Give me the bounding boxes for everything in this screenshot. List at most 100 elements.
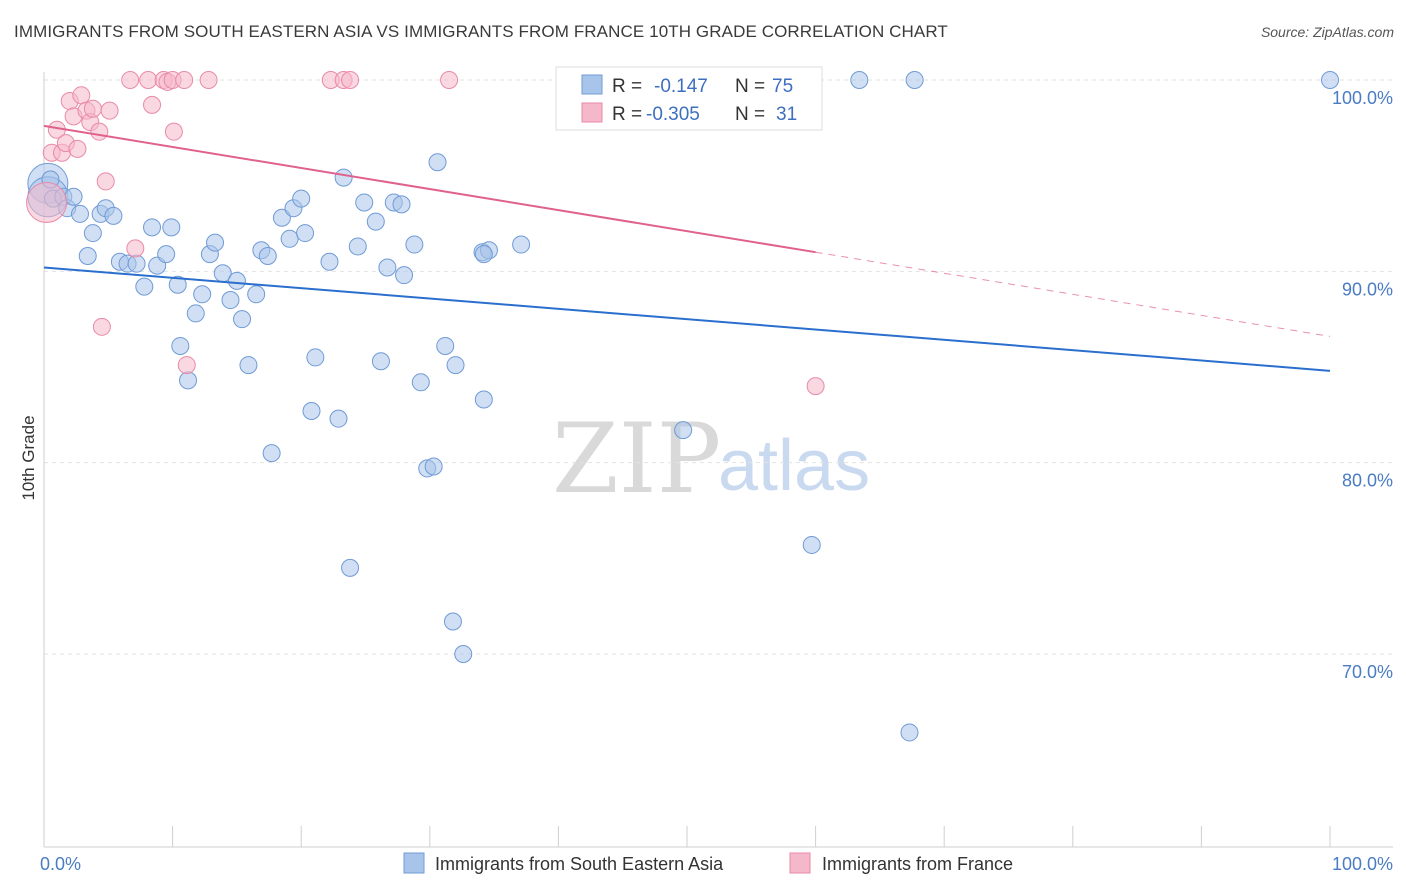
point-france-17 xyxy=(139,71,158,89)
point-asia-58 xyxy=(428,153,447,172)
point-france-30 xyxy=(806,377,825,396)
stats-n-label-pink: N = xyxy=(735,104,765,125)
point-asia-20 xyxy=(171,336,190,355)
stats-n-value-pink: 31 xyxy=(776,104,797,125)
point-asia-73 xyxy=(1321,71,1339,89)
legend-label-blue: Immigrants from South Eastern Asia xyxy=(435,854,724,874)
legend-label-pink: Immigrants from France xyxy=(822,854,1013,874)
source-credit: Source: ZipAtlas.com xyxy=(1260,24,1394,40)
point-asia-49 xyxy=(371,352,390,371)
point-france-24 xyxy=(177,356,196,375)
point-france-23 xyxy=(175,71,194,89)
y-tick-label-3: 70.0% xyxy=(1342,662,1393,682)
point-asia-48 xyxy=(366,212,385,231)
point-asia-52 xyxy=(392,195,411,214)
point-asia-25 xyxy=(206,233,225,252)
point-asia-31 xyxy=(247,285,266,304)
point-asia-38 xyxy=(292,189,311,208)
y-tick-label-0: 100.0% xyxy=(1332,88,1393,108)
point-asia-40 xyxy=(302,402,321,421)
stats-r-value-pink: -0.305 xyxy=(646,104,700,125)
point-asia-33 xyxy=(258,247,277,266)
y-tick-label-2: 80.0% xyxy=(1342,471,1393,491)
y-tick-label-1: 90.0% xyxy=(1342,279,1393,299)
stats-box: R = -0.147 N = 75 R = -0.305 N = 31 xyxy=(555,66,823,131)
watermark: ZIP atlas xyxy=(552,403,870,515)
stats-swatch-blue xyxy=(581,74,603,95)
legend-swatch-blue xyxy=(403,852,425,874)
point-asia-6 xyxy=(78,247,97,266)
point-asia-19 xyxy=(168,275,187,294)
legend: Immigrants from South Eastern Asia Immig… xyxy=(403,852,1013,874)
point-france-22 xyxy=(164,122,183,141)
point-france-14 xyxy=(100,101,119,120)
point-asia-69 xyxy=(802,535,821,554)
point-asia-29 xyxy=(233,310,252,329)
point-asia-47 xyxy=(355,193,374,212)
point-asia-62 xyxy=(454,645,473,663)
stats-r-label-blue: R = xyxy=(612,76,642,97)
point-asia-5 xyxy=(71,204,90,223)
point-asia-57 xyxy=(424,457,443,476)
point-asia-59 xyxy=(436,336,455,355)
point-asia-39 xyxy=(296,224,315,243)
point-asia-50 xyxy=(378,258,397,277)
trend-lines xyxy=(43,124,1331,372)
watermark-atlas: atlas xyxy=(718,426,870,506)
point-france-12 xyxy=(92,317,111,336)
point-asia-68 xyxy=(674,421,693,440)
point-asia-28 xyxy=(227,271,246,290)
x-tick-label-0: 0.0% xyxy=(40,854,81,874)
stats-n-label-blue: N = xyxy=(735,76,765,97)
stats-r-value-blue: -0.147 xyxy=(654,76,708,97)
stats-swatch-pink xyxy=(581,102,603,123)
point-asia-17 xyxy=(157,245,176,264)
point-france-16 xyxy=(126,239,145,258)
point-asia-64 xyxy=(474,390,493,409)
point-france-large-0 xyxy=(26,181,68,223)
point-asia-18 xyxy=(162,218,181,237)
stats-n-value-blue: 75 xyxy=(772,76,793,97)
y-axis-ticks: 100.0% 90.0% 80.0% 70.0% xyxy=(1332,88,1393,682)
point-asia-41 xyxy=(306,348,325,367)
point-france-7 xyxy=(72,86,91,105)
point-asia-35 xyxy=(272,208,291,227)
trend-line-france xyxy=(43,124,816,254)
point-france-13 xyxy=(96,172,115,191)
point-france-28 xyxy=(341,71,360,89)
point-asia-42 xyxy=(320,252,339,271)
point-asia-45 xyxy=(341,558,360,577)
point-asia-74 xyxy=(474,245,493,264)
point-france-10 xyxy=(83,99,102,118)
point-asia-46 xyxy=(348,237,367,256)
watermark-zip: ZIP xyxy=(552,403,721,515)
point-asia-4 xyxy=(64,187,83,206)
point-asia-53 xyxy=(395,266,414,285)
point-france-25 xyxy=(199,71,218,89)
point-france-29 xyxy=(440,71,459,89)
point-asia-23 xyxy=(193,285,212,304)
legend-swatch-pink xyxy=(789,852,811,874)
point-asia-10 xyxy=(104,206,123,225)
point-france-15 xyxy=(121,71,140,89)
point-france-18 xyxy=(143,95,162,114)
point-asia-43 xyxy=(329,409,348,428)
point-france-11 xyxy=(90,122,109,141)
point-asia-22 xyxy=(186,304,205,323)
point-asia-27 xyxy=(221,291,240,310)
y-axis-label: 10th Grade xyxy=(19,415,38,500)
point-france-6 xyxy=(68,139,87,158)
x-tick-label-1: 100.0% xyxy=(1332,854,1393,874)
data-points xyxy=(26,71,1339,742)
point-asia-34 xyxy=(262,444,281,463)
point-asia-70 xyxy=(850,71,869,89)
point-asia-21 xyxy=(179,371,198,390)
point-asia-30 xyxy=(239,356,258,375)
point-asia-13 xyxy=(127,254,146,273)
point-asia-44 xyxy=(334,168,353,187)
point-asia-60 xyxy=(446,356,465,375)
point-asia-55 xyxy=(411,373,430,392)
point-asia-54 xyxy=(405,235,424,254)
point-asia-66 xyxy=(512,235,531,254)
